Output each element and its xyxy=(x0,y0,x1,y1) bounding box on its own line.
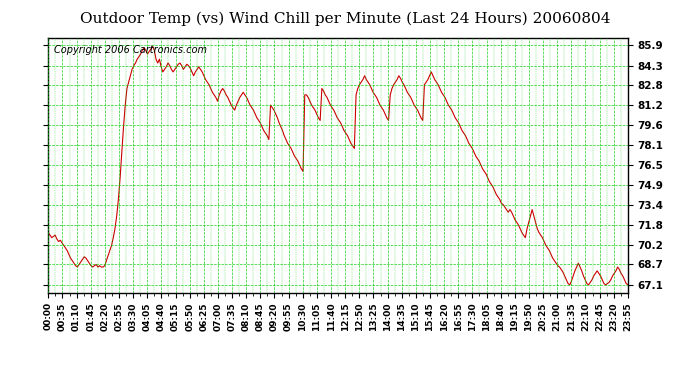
Text: Copyright 2006 Cartronics.com: Copyright 2006 Cartronics.com xyxy=(54,45,207,55)
Text: Outdoor Temp (vs) Wind Chill per Minute (Last 24 Hours) 20060804: Outdoor Temp (vs) Wind Chill per Minute … xyxy=(80,11,610,26)
